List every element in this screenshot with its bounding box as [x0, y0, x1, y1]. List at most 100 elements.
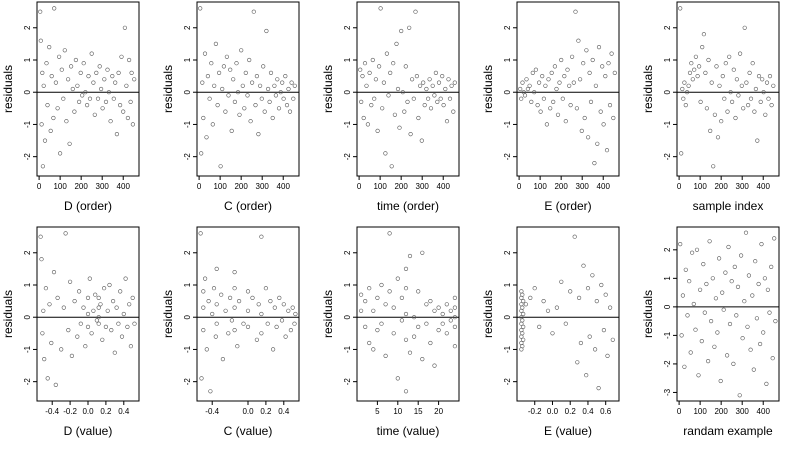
residual-point — [607, 305, 613, 310]
residual-point — [584, 48, 589, 53]
y-tick-label: -2 — [183, 378, 192, 386]
residual-point — [85, 311, 91, 317]
residual-point — [575, 360, 580, 365]
residual-point — [723, 61, 728, 66]
residual-point — [380, 106, 385, 111]
y-tick-label: 2 — [343, 250, 352, 255]
residual-point — [600, 64, 605, 69]
panel-random-example: 0 100 200 300 400 -3 -2 -1 0 1 2 randam example resi… — [641, 226, 780, 438]
y-tick-label: -2 — [663, 360, 672, 368]
residual-point — [609, 51, 614, 56]
residual-point — [520, 80, 525, 85]
residual-point — [410, 77, 415, 82]
residual-point — [125, 115, 130, 121]
residual-point — [363, 324, 368, 330]
residual-point — [416, 289, 421, 294]
residual-point — [440, 321, 445, 326]
y-tick-label: 1 — [503, 282, 512, 287]
residual-point — [721, 307, 726, 312]
residual-point — [91, 308, 96, 313]
residual-point — [735, 284, 741, 290]
plot-frame — [36, 226, 140, 402]
residual-point — [370, 57, 375, 63]
residual-point — [242, 106, 247, 111]
x-tick-label: 200 — [234, 182, 248, 191]
residual-point — [65, 77, 71, 82]
residual-point — [373, 77, 379, 82]
residual-point — [93, 292, 98, 297]
residual-point — [245, 93, 250, 98]
residual-point — [271, 347, 276, 352]
residual-point — [752, 109, 757, 114]
residual-point — [555, 112, 561, 117]
y-tick-label: 0 — [343, 314, 352, 319]
residual-point — [389, 164, 394, 169]
residual-point — [276, 106, 282, 111]
plot-frame — [516, 226, 620, 402]
residual-point — [258, 83, 263, 88]
residual-point — [731, 361, 736, 367]
residual-point — [211, 286, 217, 291]
residual-point — [64, 119, 69, 124]
residual-point — [691, 301, 696, 307]
residual-point — [518, 86, 523, 92]
residual-point — [76, 289, 82, 294]
x-tick-label: 400 — [277, 182, 291, 191]
x-tick-label: 0 — [517, 182, 522, 191]
x-tick-label: 0.2 — [100, 407, 112, 416]
y-tick-label: -1 — [183, 345, 192, 353]
residual-point — [391, 331, 396, 336]
residual-point — [89, 331, 94, 336]
residual-point — [709, 80, 714, 85]
residual-point — [708, 319, 714, 324]
residual-point — [48, 128, 53, 133]
residual-point — [229, 318, 234, 323]
residual-point — [603, 73, 608, 79]
x-tick-label: 100 — [373, 182, 387, 191]
residual-point — [228, 295, 233, 301]
residual-point — [113, 80, 118, 85]
residual-point — [361, 115, 366, 121]
residual-point — [403, 389, 409, 394]
residual-point — [452, 315, 458, 320]
residual-point — [567, 83, 572, 88]
y-tick-label: -1 — [663, 120, 672, 128]
residual-point — [47, 44, 52, 50]
residual-point — [559, 279, 564, 284]
residual-point — [568, 102, 573, 108]
residual-point — [259, 234, 264, 239]
residual-point — [770, 356, 775, 361]
residual-point — [41, 83, 46, 88]
residual-point — [377, 64, 382, 69]
x-tick-label: 400 — [757, 407, 771, 416]
residual-point — [286, 86, 291, 92]
residual-point — [369, 102, 374, 108]
residual-point — [395, 376, 400, 381]
residual-point — [765, 287, 771, 292]
residual-point — [541, 299, 546, 304]
residual-point — [538, 109, 543, 114]
y-tick-label: 2 — [503, 25, 512, 30]
residual-point — [387, 231, 392, 236]
residual-point — [383, 353, 388, 359]
x-tick-label: 400 — [117, 182, 131, 191]
y-tick-label: -1 — [183, 120, 192, 128]
residual-point — [279, 318, 285, 323]
residual-point — [41, 308, 46, 313]
residual-point — [114, 132, 119, 137]
residual-point — [47, 302, 52, 307]
y-axis-label: residuals — [481, 65, 495, 113]
residual-point — [358, 67, 363, 72]
residual-point — [130, 295, 135, 301]
residual-point — [292, 321, 297, 326]
residual-point — [129, 70, 134, 75]
residual-point — [741, 106, 746, 111]
residual-point — [728, 90, 733, 95]
residual-point — [563, 321, 568, 326]
residual-point — [605, 353, 610, 359]
plot-frame — [196, 1, 300, 177]
residual-point — [75, 334, 80, 339]
y-tick-label: -2 — [183, 153, 192, 161]
residual-point — [682, 80, 687, 85]
residual-point — [268, 70, 274, 75]
